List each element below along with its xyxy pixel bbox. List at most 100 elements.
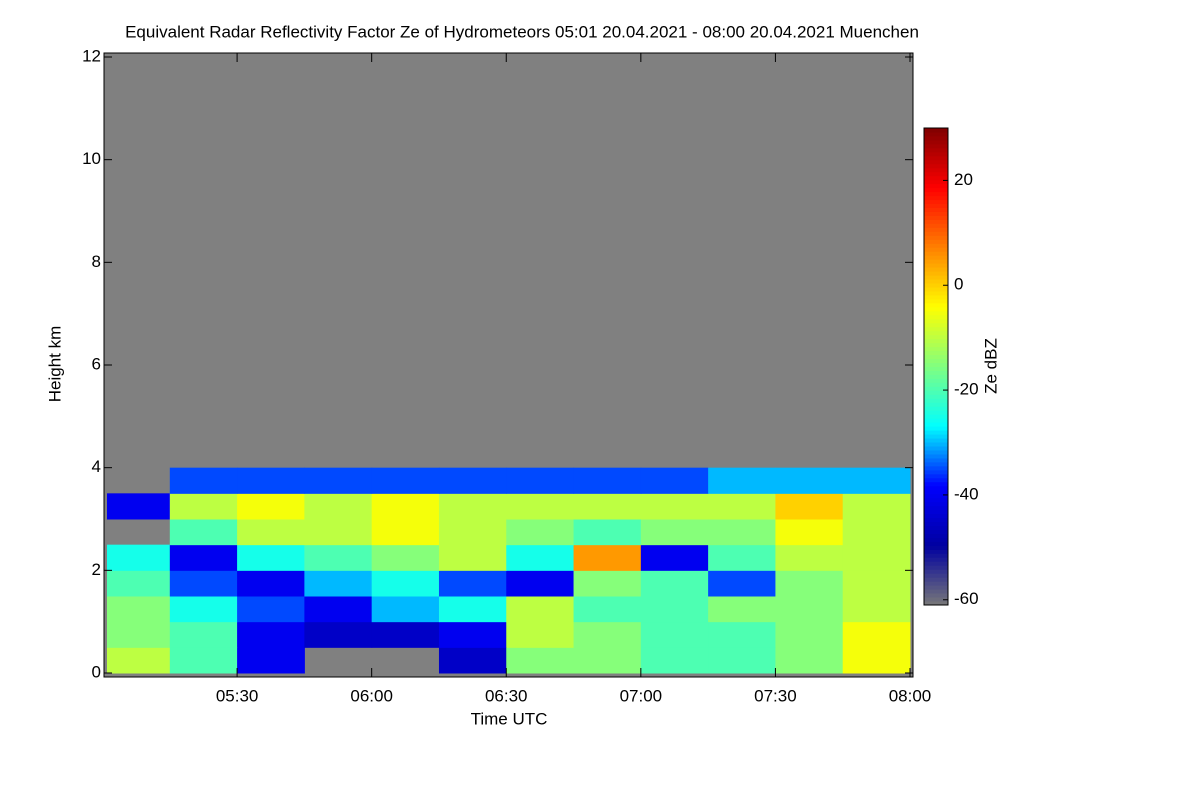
heatmap-cell <box>640 544 709 571</box>
colorbar-swatch <box>924 469 948 475</box>
heatmap-cell <box>640 519 709 546</box>
colorbar-swatch <box>924 521 948 526</box>
colorbar-swatch <box>924 601 948 606</box>
heatmap-cell <box>107 621 171 648</box>
heatmap-cell <box>169 467 238 494</box>
heatmap-cell <box>506 467 575 494</box>
colorbar-swatch <box>924 489 948 495</box>
colorbar-swatch <box>924 159 948 165</box>
heatmap-cell <box>237 647 305 674</box>
heatmap-cell <box>506 621 575 648</box>
heatmap-cell <box>237 621 305 648</box>
heatmap-cell <box>237 596 305 623</box>
colorbar-swatch <box>924 414 948 419</box>
heatmap-cell <box>107 544 171 571</box>
heatmap-cell <box>842 570 911 597</box>
colorbar-swatch <box>924 465 948 471</box>
colorbar-swatch <box>924 219 948 224</box>
heatmap-cell <box>708 647 776 674</box>
colorbar-swatch <box>924 438 948 443</box>
y-tick-label: 0 <box>92 662 101 681</box>
x-tick-label: 05:30 <box>216 686 259 705</box>
y-tick-label: 2 <box>92 560 101 579</box>
colorbar-swatch <box>924 350 948 356</box>
colorbar-swatch <box>924 330 948 336</box>
colorbar-swatch <box>924 231 948 236</box>
heatmap-cell <box>506 493 575 520</box>
colorbar-swatch <box>924 294 948 300</box>
colorbar-swatch <box>924 457 948 463</box>
colorbar-swatch <box>924 267 948 272</box>
x-tick-label: 07:00 <box>620 686 663 705</box>
colorbar-swatch <box>924 430 948 435</box>
heatmap-cell <box>506 596 575 623</box>
y-tick-label: 4 <box>92 457 101 476</box>
heatmap-cell <box>573 519 642 546</box>
heatmap-cell <box>304 570 373 597</box>
colorbar-swatch <box>924 195 948 201</box>
colorbar-swatch <box>924 549 948 554</box>
heatmap-cell <box>169 519 238 546</box>
colorbar-tick-label: -20 <box>954 380 979 399</box>
heatmap-cell <box>371 493 440 520</box>
heatmap-cell <box>237 544 305 571</box>
colorbar-swatch <box>924 569 948 574</box>
colorbar-swatch <box>924 259 948 264</box>
colorbar-swatch <box>924 187 948 193</box>
heatmap-cell <box>107 493 171 520</box>
colorbar-swatch <box>924 573 948 578</box>
heatmap-cell <box>371 596 440 623</box>
colorbar-label: Ze dBZ <box>981 338 1000 394</box>
colorbar-swatch <box>924 386 948 391</box>
colorbar-swatch <box>924 565 948 570</box>
colorbar-swatch <box>924 581 948 586</box>
heatmap-cell <box>438 570 507 597</box>
heatmap-cell <box>304 519 373 546</box>
colorbar-swatch <box>924 358 948 364</box>
heatmap-cell <box>640 621 709 648</box>
colorbar-swatch <box>924 283 948 288</box>
colorbar-swatch <box>924 481 948 487</box>
colorbar-swatch <box>924 223 948 228</box>
heatmap-cell <box>640 596 709 623</box>
colorbar-swatch <box>924 199 948 205</box>
heatmap-cell <box>573 621 642 648</box>
heatmap-cell <box>169 570 238 597</box>
heatmap-cell <box>775 621 844 648</box>
heatmap-cell <box>775 596 844 623</box>
colorbar-swatch <box>924 338 948 344</box>
colorbar-swatch <box>924 461 948 467</box>
colorbar-swatch <box>924 151 948 157</box>
colorbar-swatch <box>924 167 948 173</box>
heatmap-cell <box>708 570 776 597</box>
heatmap-cell <box>237 570 305 597</box>
heatmap-cell <box>371 544 440 571</box>
colorbar-swatch <box>924 263 948 268</box>
heatmap-cell <box>775 544 844 571</box>
heatmap-cell <box>169 544 238 571</box>
heatmap-cell <box>438 519 507 546</box>
heatmap-cell <box>438 647 507 674</box>
heatmap-cell <box>573 570 642 597</box>
colorbar-swatch <box>924 418 948 423</box>
heatmap-cell <box>573 544 642 571</box>
heatmap-cell <box>438 596 507 623</box>
colorbar-swatch <box>924 346 948 352</box>
heatmap-cell <box>640 570 709 597</box>
colorbar-swatch <box>924 394 948 399</box>
heatmap-cell <box>842 493 911 520</box>
x-tick-label: 06:00 <box>350 686 393 705</box>
colorbar-swatch <box>924 533 948 538</box>
colorbar-swatch <box>924 255 948 260</box>
colorbar-swatch <box>924 453 948 459</box>
colorbar-swatch <box>924 215 948 220</box>
colorbar-swatch <box>924 326 948 332</box>
colorbar-swatch <box>924 449 948 455</box>
colorbar-swatch <box>924 342 948 348</box>
colorbar-swatch <box>924 589 948 594</box>
colorbar-swatch <box>924 410 948 415</box>
heatmap-cell <box>640 493 709 520</box>
heatmap-cell <box>107 596 171 623</box>
colorbar-swatch <box>924 128 948 133</box>
